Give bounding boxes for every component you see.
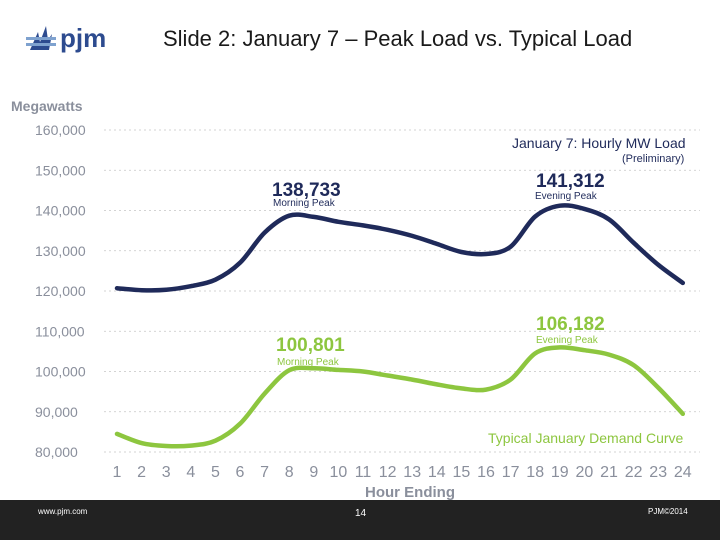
- annotation-green-evening-value: 106,182: [536, 314, 605, 335]
- x-tick-label: 17: [502, 464, 520, 481]
- x-tick-label: 10: [330, 464, 348, 481]
- annotation-blue-evening-value: 141,312: [536, 171, 605, 192]
- x-tick-label: 4: [186, 464, 195, 481]
- annotation-green-morning: 100,801 Morning Peak: [276, 335, 345, 368]
- series-line-peak-load: [114, 203, 686, 293]
- logo-text: pjm: [60, 23, 106, 53]
- legend-peak-subtitle: (Preliminary): [622, 153, 684, 165]
- x-tick-label: 20: [576, 464, 594, 481]
- y-tick-label: 160,000: [35, 122, 86, 138]
- x-tick-label: 19: [551, 464, 569, 481]
- x-tick-label: 3: [162, 464, 171, 481]
- x-tick-label: 11: [355, 464, 372, 481]
- x-tick-label: 15: [453, 464, 471, 481]
- annotation-blue-morning: 138,733 Morning Peak: [272, 180, 341, 209]
- y-tick-label: 100,000: [35, 364, 86, 380]
- y-tick-label: 150,000: [35, 162, 86, 178]
- x-tick-label: 12: [379, 464, 397, 481]
- x-tick-labels: 1 2 3 4 5 6 7 8 9 10 11 12 13 14 15 16 17 18 19 20 21 22 23 24: [113, 464, 692, 481]
- series-lines: [114, 203, 686, 449]
- x-tick-label: 6: [236, 464, 245, 481]
- page-number: 14: [355, 508, 367, 519]
- x-tick-label: 24: [674, 464, 692, 481]
- annotation-green-morning-label: Morning Peak: [277, 357, 340, 368]
- x-tick-label: 9: [309, 464, 318, 481]
- annotation-blue-morning-value: 138,733: [272, 180, 341, 201]
- legend-peak-title: January 7: Hourly MW Load: [512, 135, 686, 151]
- lightning-bolt-icon: [26, 26, 56, 50]
- load-chart: Megawatts 160,000150,000140,000130,00012…: [0, 95, 720, 505]
- footer-band: [0, 500, 720, 540]
- x-tick-label: 13: [403, 464, 421, 481]
- annotation-blue-evening: 141,312 Evening Peak: [535, 171, 605, 202]
- y-axis-title: Megawatts: [11, 98, 83, 114]
- footer-copyright: PJM©2014: [648, 507, 688, 516]
- x-tick-label: 18: [526, 464, 544, 481]
- y-tick-label: 130,000: [35, 243, 86, 259]
- x-tick-label: 22: [625, 464, 643, 481]
- annotation-green-morning-value: 100,801: [276, 335, 345, 356]
- series-line-typical-demand: [114, 345, 686, 449]
- legend-typical-title: Typical January Demand Curve: [488, 430, 684, 446]
- slide-title: Slide 2: January 7 – Peak Load vs. Typic…: [163, 26, 633, 51]
- footer-url[interactable]: www.pjm.com: [38, 507, 88, 516]
- pjm-logo: pjm: [26, 23, 106, 53]
- x-tick-label: 21: [600, 464, 618, 481]
- x-tick-label: 14: [428, 464, 446, 481]
- x-tick-label: 1: [113, 464, 122, 481]
- y-tick-label: 110,000: [35, 323, 85, 339]
- y-tick-label: 140,000: [35, 203, 86, 219]
- x-tick-label: 2: [137, 464, 146, 481]
- y-tick-label: 80,000: [35, 444, 78, 460]
- x-tick-label: 16: [477, 464, 495, 481]
- x-tick-label: 7: [260, 464, 269, 481]
- y-tick-labels: 160,000 150,000 140,000 130,000 120,000 110,0…: [35, 122, 86, 460]
- annotation-blue-morning-label: Morning Peak: [273, 198, 336, 209]
- annotation-green-evening-label: Evening Peak: [536, 335, 599, 346]
- annotation-green-evening: 106,182 Evening Peak: [536, 314, 605, 346]
- x-axis-title: Hour Ending: [365, 484, 455, 501]
- y-tick-label: 90,000: [35, 404, 78, 420]
- x-tick-label: 23: [649, 464, 667, 481]
- y-tick-label: 120,000: [35, 283, 86, 299]
- x-tick-label: 5: [211, 464, 220, 481]
- grid-lines: [104, 129, 700, 453]
- x-tick-label: 8: [285, 464, 294, 481]
- annotation-blue-evening-label: Evening Peak: [535, 191, 598, 202]
